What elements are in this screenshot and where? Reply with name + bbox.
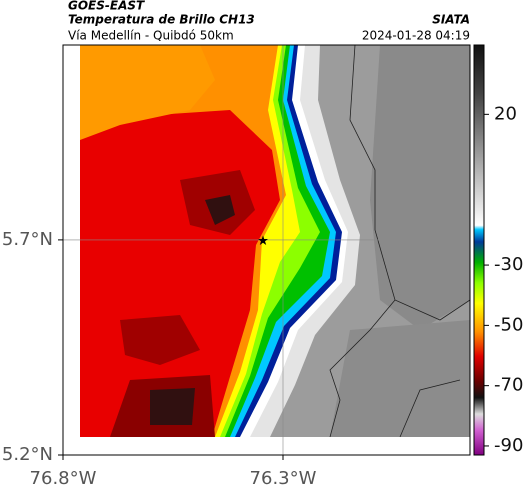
colorbar-tick-label: -70 [494,375,523,396]
satellite-image [80,45,470,437]
x-tick-label: 76.3°W [250,468,317,489]
colorbar [473,44,485,456]
subtitle: Temperatura de Brillo CH13 [68,13,255,27]
y-tick-label: 5.2°N [2,444,53,465]
timestamp: 2024-01-28 04:19 [362,29,470,43]
colorbar-tick-label: -90 [494,435,523,456]
colorbar-tick-label: 20 [494,103,517,124]
map-frame [62,44,471,456]
y-tick-label: 5.7°N [2,229,53,250]
route: Vía Medellín - Quibdó 50km [68,29,234,43]
ticks: 76.8°W 76.3°W 5.2°N 5.7°N 20 -30 -50 -70 -90 [2,103,524,489]
brand: SIATA [432,13,470,27]
title: GOES-EAST [68,0,145,13]
x-tick-label: 76.8°W [30,468,97,489]
colorbar-tick-label: -50 [494,314,523,335]
colorbar-tick-label: -30 [494,254,523,275]
city-marker [258,235,268,245]
